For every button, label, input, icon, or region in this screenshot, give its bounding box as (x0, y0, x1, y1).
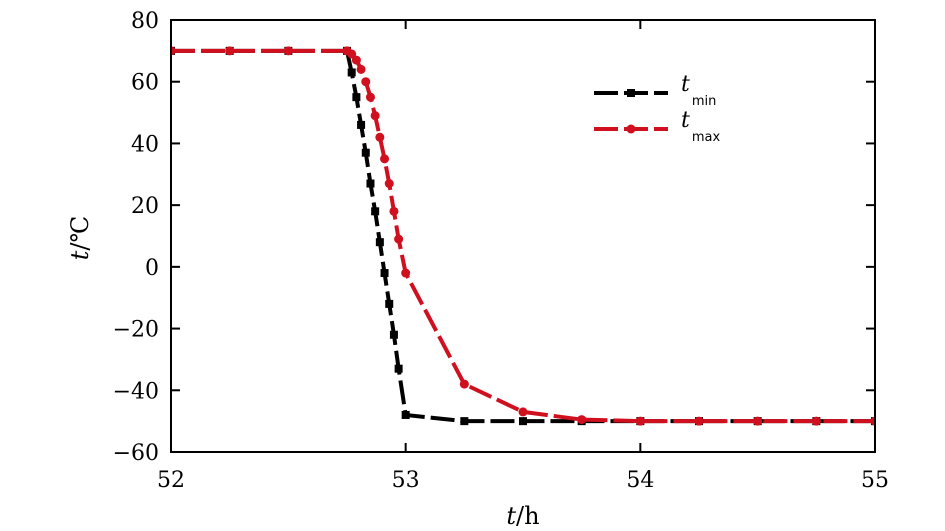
data-point-min (361, 148, 370, 157)
data-point-max (365, 92, 375, 102)
y-tick-label: 20 (131, 194, 159, 219)
data-point-max (394, 234, 404, 244)
y-tick-label: 60 (131, 71, 159, 96)
legend-label: tmax (681, 108, 720, 145)
data-point-max (361, 77, 371, 87)
data-point-min (352, 93, 361, 102)
data-point-min (385, 299, 394, 308)
data-point-max (351, 55, 361, 65)
data-point-min (366, 179, 375, 188)
y-axis-label: t/℃ (66, 216, 94, 261)
data-point-max (401, 268, 411, 278)
data-point-max (356, 64, 366, 74)
data-point-min (389, 330, 398, 339)
series-line-max (171, 48, 875, 424)
y-tick-label: 80 (131, 9, 159, 34)
legend-marker (626, 124, 636, 134)
legend-item-max: tmax (594, 108, 720, 145)
data-point-max (459, 379, 469, 389)
data-point-min (347, 68, 356, 77)
data-point-min (401, 410, 410, 419)
series-max (171, 46, 875, 426)
data-point-max (389, 206, 399, 216)
y-tick-label: −40 (113, 379, 159, 404)
data-point-max (518, 407, 528, 417)
data-point-max (370, 111, 380, 121)
data-point-max (811, 416, 821, 426)
legend-item-min: tmin (594, 72, 716, 109)
y-tick-label: 0 (145, 256, 159, 281)
data-point-max (380, 154, 390, 164)
data-point-min (394, 364, 403, 373)
series-line-min (171, 48, 875, 424)
x-tick-label: 55 (861, 468, 889, 493)
data-point-max (347, 49, 357, 59)
data-point-min (380, 269, 389, 278)
data-point-max (753, 416, 763, 426)
x-tick-label: 54 (626, 468, 654, 493)
plot-frame (170, 19, 876, 453)
y-tick-label: −20 (113, 318, 159, 343)
data-point-min (371, 207, 380, 216)
y-tick-label: 40 (131, 132, 159, 157)
legend-marker (627, 89, 635, 97)
data-point-max (577, 415, 587, 425)
data-point-max (384, 179, 394, 189)
series-min (171, 46, 875, 426)
data-point-max (225, 46, 235, 56)
data-point-min (375, 238, 384, 247)
data-point-max (375, 132, 385, 142)
data-point-min (357, 120, 366, 129)
data-point-max (870, 416, 875, 426)
data-point-min (460, 417, 469, 426)
data-point-max (694, 416, 704, 426)
x-axis-label: t/h (506, 502, 539, 530)
legend-label: tmin (681, 72, 716, 109)
data-point-min (519, 417, 527, 426)
data-point-max (283, 46, 293, 56)
y-tick-label: −60 (113, 441, 159, 466)
data-point-max (171, 46, 176, 56)
x-tick-label: 52 (157, 468, 185, 493)
data-point-max (635, 416, 645, 426)
x-tick-label: 53 (392, 468, 420, 493)
